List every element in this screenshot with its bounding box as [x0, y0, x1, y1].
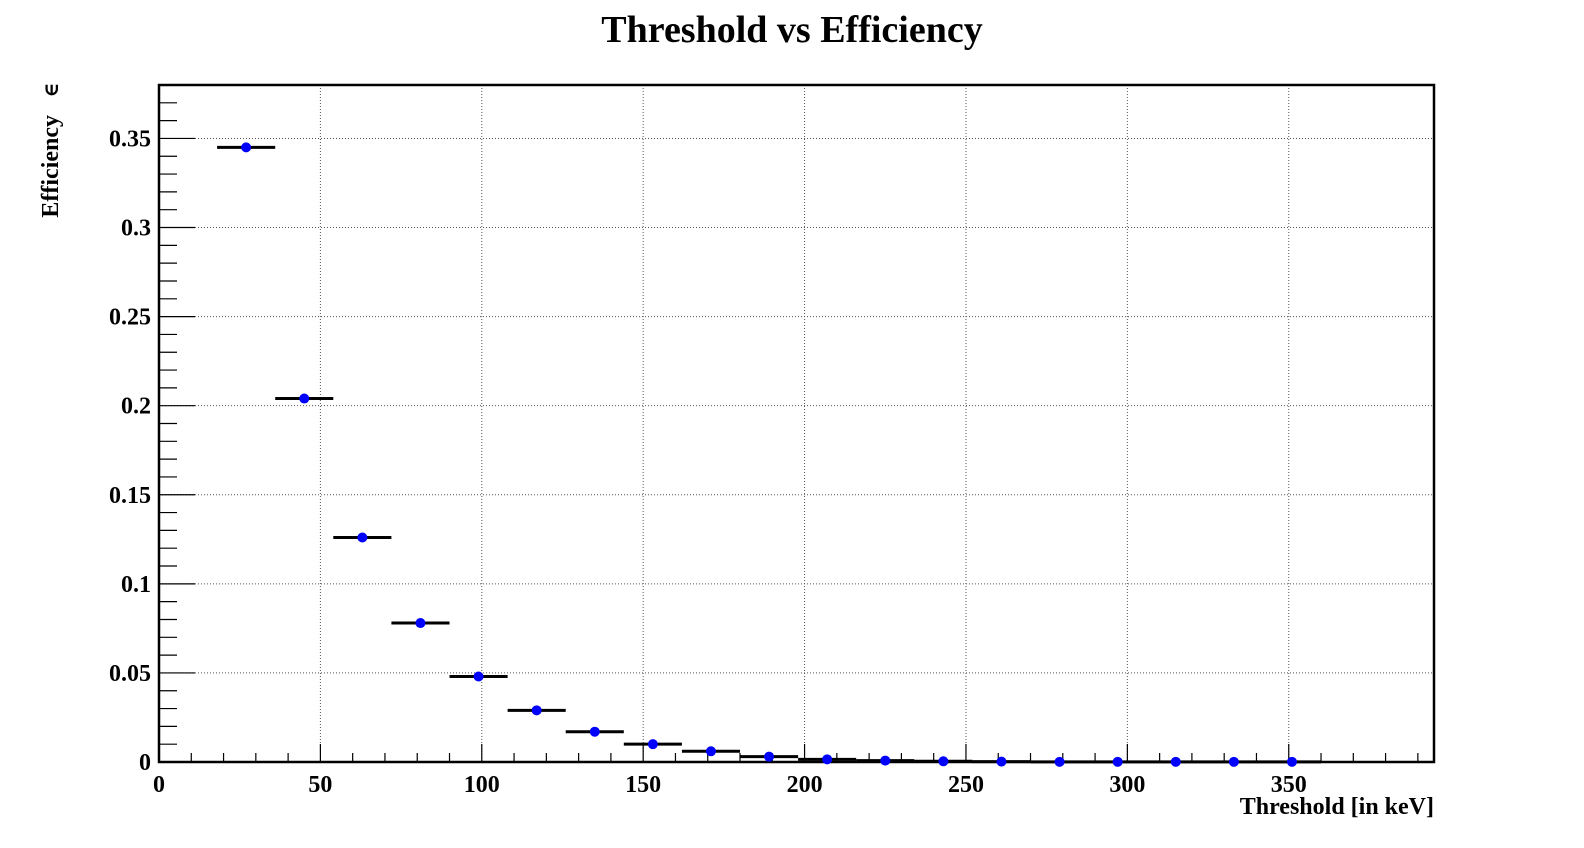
- x-tick-label: 300: [1109, 772, 1145, 798]
- data-point: [299, 393, 310, 404]
- data-point: [415, 618, 426, 629]
- y-axis-symbol: ∈: [41, 83, 63, 98]
- x-tick-label: 0: [153, 772, 165, 798]
- y-tick-label: 0.05: [109, 661, 151, 687]
- y-tick-label: 0.25: [109, 305, 151, 331]
- data-point: [589, 726, 600, 737]
- y-tick-label: 0.35: [109, 126, 151, 152]
- data-point: [938, 756, 949, 767]
- y-tick-label: 0.3: [121, 216, 151, 242]
- x-tick-label: 100: [464, 772, 500, 798]
- data-point: [764, 751, 775, 762]
- x-tick-label: 350: [1271, 772, 1307, 798]
- data-point: [1112, 756, 1123, 767]
- data-point: [357, 532, 368, 543]
- y-tick-label: 0: [139, 750, 151, 776]
- data-point: [1054, 756, 1065, 767]
- x-tick-label: 150: [625, 772, 661, 798]
- x-axis-title: Threshold [in keV]: [1240, 794, 1434, 820]
- data-point: [996, 756, 1007, 767]
- axis-layer: 0 50 100 150 200 250 300 350 0 0.05 0.1 0.15 0.2 0.25…: [109, 83, 1436, 798]
- data-point: [531, 705, 542, 716]
- data-point: [1286, 756, 1297, 767]
- grid-layer: [159, 85, 1434, 762]
- y-tick-label: 0.2: [121, 394, 151, 420]
- data-point: [241, 142, 252, 153]
- data-point: [473, 671, 484, 682]
- data-point: [1228, 756, 1239, 767]
- plot-frame: [157, 83, 1436, 764]
- x-tick-label: 200: [787, 772, 823, 798]
- data-point: [705, 746, 716, 757]
- data-point: [647, 739, 658, 750]
- data-point: [880, 755, 891, 766]
- chart-title: Threshold vs Efficiency: [601, 9, 982, 51]
- data-layer: [217, 142, 1322, 767]
- y-tick-label: 0.1: [121, 572, 151, 598]
- data-point: [822, 754, 833, 765]
- data-point: [1170, 756, 1181, 767]
- y-axis-title: Efficiency: [38, 115, 64, 218]
- x-tick-label: 250: [948, 772, 984, 798]
- y-tick-label: 0.15: [109, 483, 151, 509]
- x-tick-label: 50: [308, 772, 332, 798]
